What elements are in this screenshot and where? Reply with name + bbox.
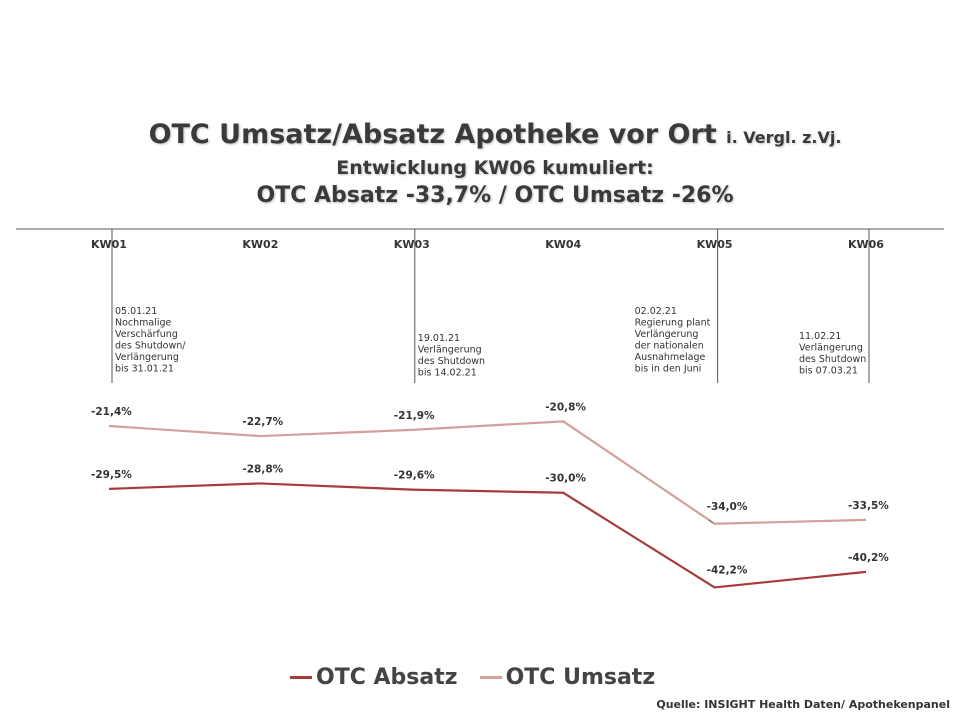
title-main: OTC Umsatz/Absatz Apotheke vor Ort [148,119,717,150]
legend-item-umsatz: OTC Umsatz [479,665,656,690]
annotation-line-text: bis 14.02.21 [418,368,477,379]
data-label-otc-absatz-2: -29,6% [394,470,435,482]
data-label-otc-umsatz-1: -22,7% [242,416,283,428]
legend-swatch-absatz [290,676,312,679]
annotation-line-text: Regierung plant [635,318,711,329]
annotation-line-text: 11.02.21 [799,331,841,342]
data-label-leader-otc-umsatz-4 [708,519,713,524]
legend-swatch-umsatz [479,676,502,679]
annotation-line-text: 05.01.21 [115,306,157,317]
annotation-line-text: 02.02.21 [635,306,677,317]
annotation-line-text: des Shutdown [799,354,866,365]
title-subtext: i. Vergl. z.Vj. [726,128,842,147]
x-tick-label-kw02: KW02 [242,238,278,251]
annotation-line-text: des Shutdown/ [115,341,186,352]
title-line-1: OTC Umsatz/Absatz Apotheke vor Ort i. Ve… [0,118,960,155]
data-label-otc-umsatz-4: -34,0% [707,501,748,513]
annotation-line-text: Verlängerung [799,343,863,354]
x-tick-label-kw03: KW03 [394,238,430,251]
legend-label-umsatz: OTC Umsatz [505,665,656,690]
data-label-otc-absatz-5: -40,2% [848,552,889,564]
data-label-otc-absatz-3: -30,0% [545,473,586,485]
annotation-line-text: Verlängerung [418,345,482,356]
data-label-otc-umsatz-3: -20,8% [545,401,586,413]
annotation-line-text: Nochmalige [115,318,172,329]
annotation-line-text: bis in den Juni [635,364,702,375]
series-line-otc-umsatz [108,420,867,525]
data-label-otc-absatz-4: -42,2% [707,564,748,576]
data-label-otc-umsatz-2: -21,9% [394,410,435,422]
source-note: Quelle: INSIGHT Health Daten/ Apothekenp… [656,698,950,711]
x-tick-label-kw04: KW04 [545,238,581,251]
legend: OTC Absatz OTC Umsatz [290,665,655,690]
data-label-leader-otc-absatz-4 [708,583,713,587]
annotation-line-text: der nationalen [635,341,704,352]
data-label-otc-absatz-0: -29,5% [91,469,132,481]
annotation-line-text: des Shutdown [418,356,485,367]
annotation-kw06: 11.02.21 Verlängerung des Shutdown bis 07.0… [799,331,866,377]
title-line-2: Entwicklung KW06 kumuliert: [336,157,654,179]
data-label-otc-absatz-1: -28,8% [242,463,283,475]
annotation-line-text: 19.01.21 [418,333,460,344]
legend-label-absatz: OTC Absatz [316,665,458,690]
title-line-3: OTC Absatz -33,7% / OTC Umsatz -26% [256,183,734,208]
annotation-kw05: 02.02.21 Regierung plant Verlängerung der n… [635,306,711,375]
annotation-kw01: 05.01.21 Nochmalige Verschärfung des Shutdo… [115,306,186,375]
chart-title: OTC Umsatz/Absatz Apotheke vor Ort i. Ve… [0,118,960,211]
legend-item-absatz: OTC Absatz [290,665,458,690]
data-label-otc-umsatz-5: -33,5% [848,500,889,512]
annotation-line-text: Verschärfung [115,329,178,340]
annotation-line-text: bis 31.01.21 [115,364,174,375]
x-tick-label-kw01: KW01 [91,238,127,251]
x-tick-label-kw05: KW05 [697,238,733,251]
annotation-line-text: bis 07.03.21 [799,366,858,377]
data-label-otc-umsatz-0: -21,4% [91,406,132,418]
annotation-line-text: Verlängerung [115,352,179,363]
series-line-otc-absatz [108,482,867,589]
annotation-line-text: Ausnahmelage [635,352,706,363]
annotation-kw03: 19.01.21 Verlängerung des Shutdown bis 14.0… [418,333,485,379]
x-tick-label-kw06: KW06 [848,238,884,251]
annotation-line-text: Verlängerung [635,329,699,340]
